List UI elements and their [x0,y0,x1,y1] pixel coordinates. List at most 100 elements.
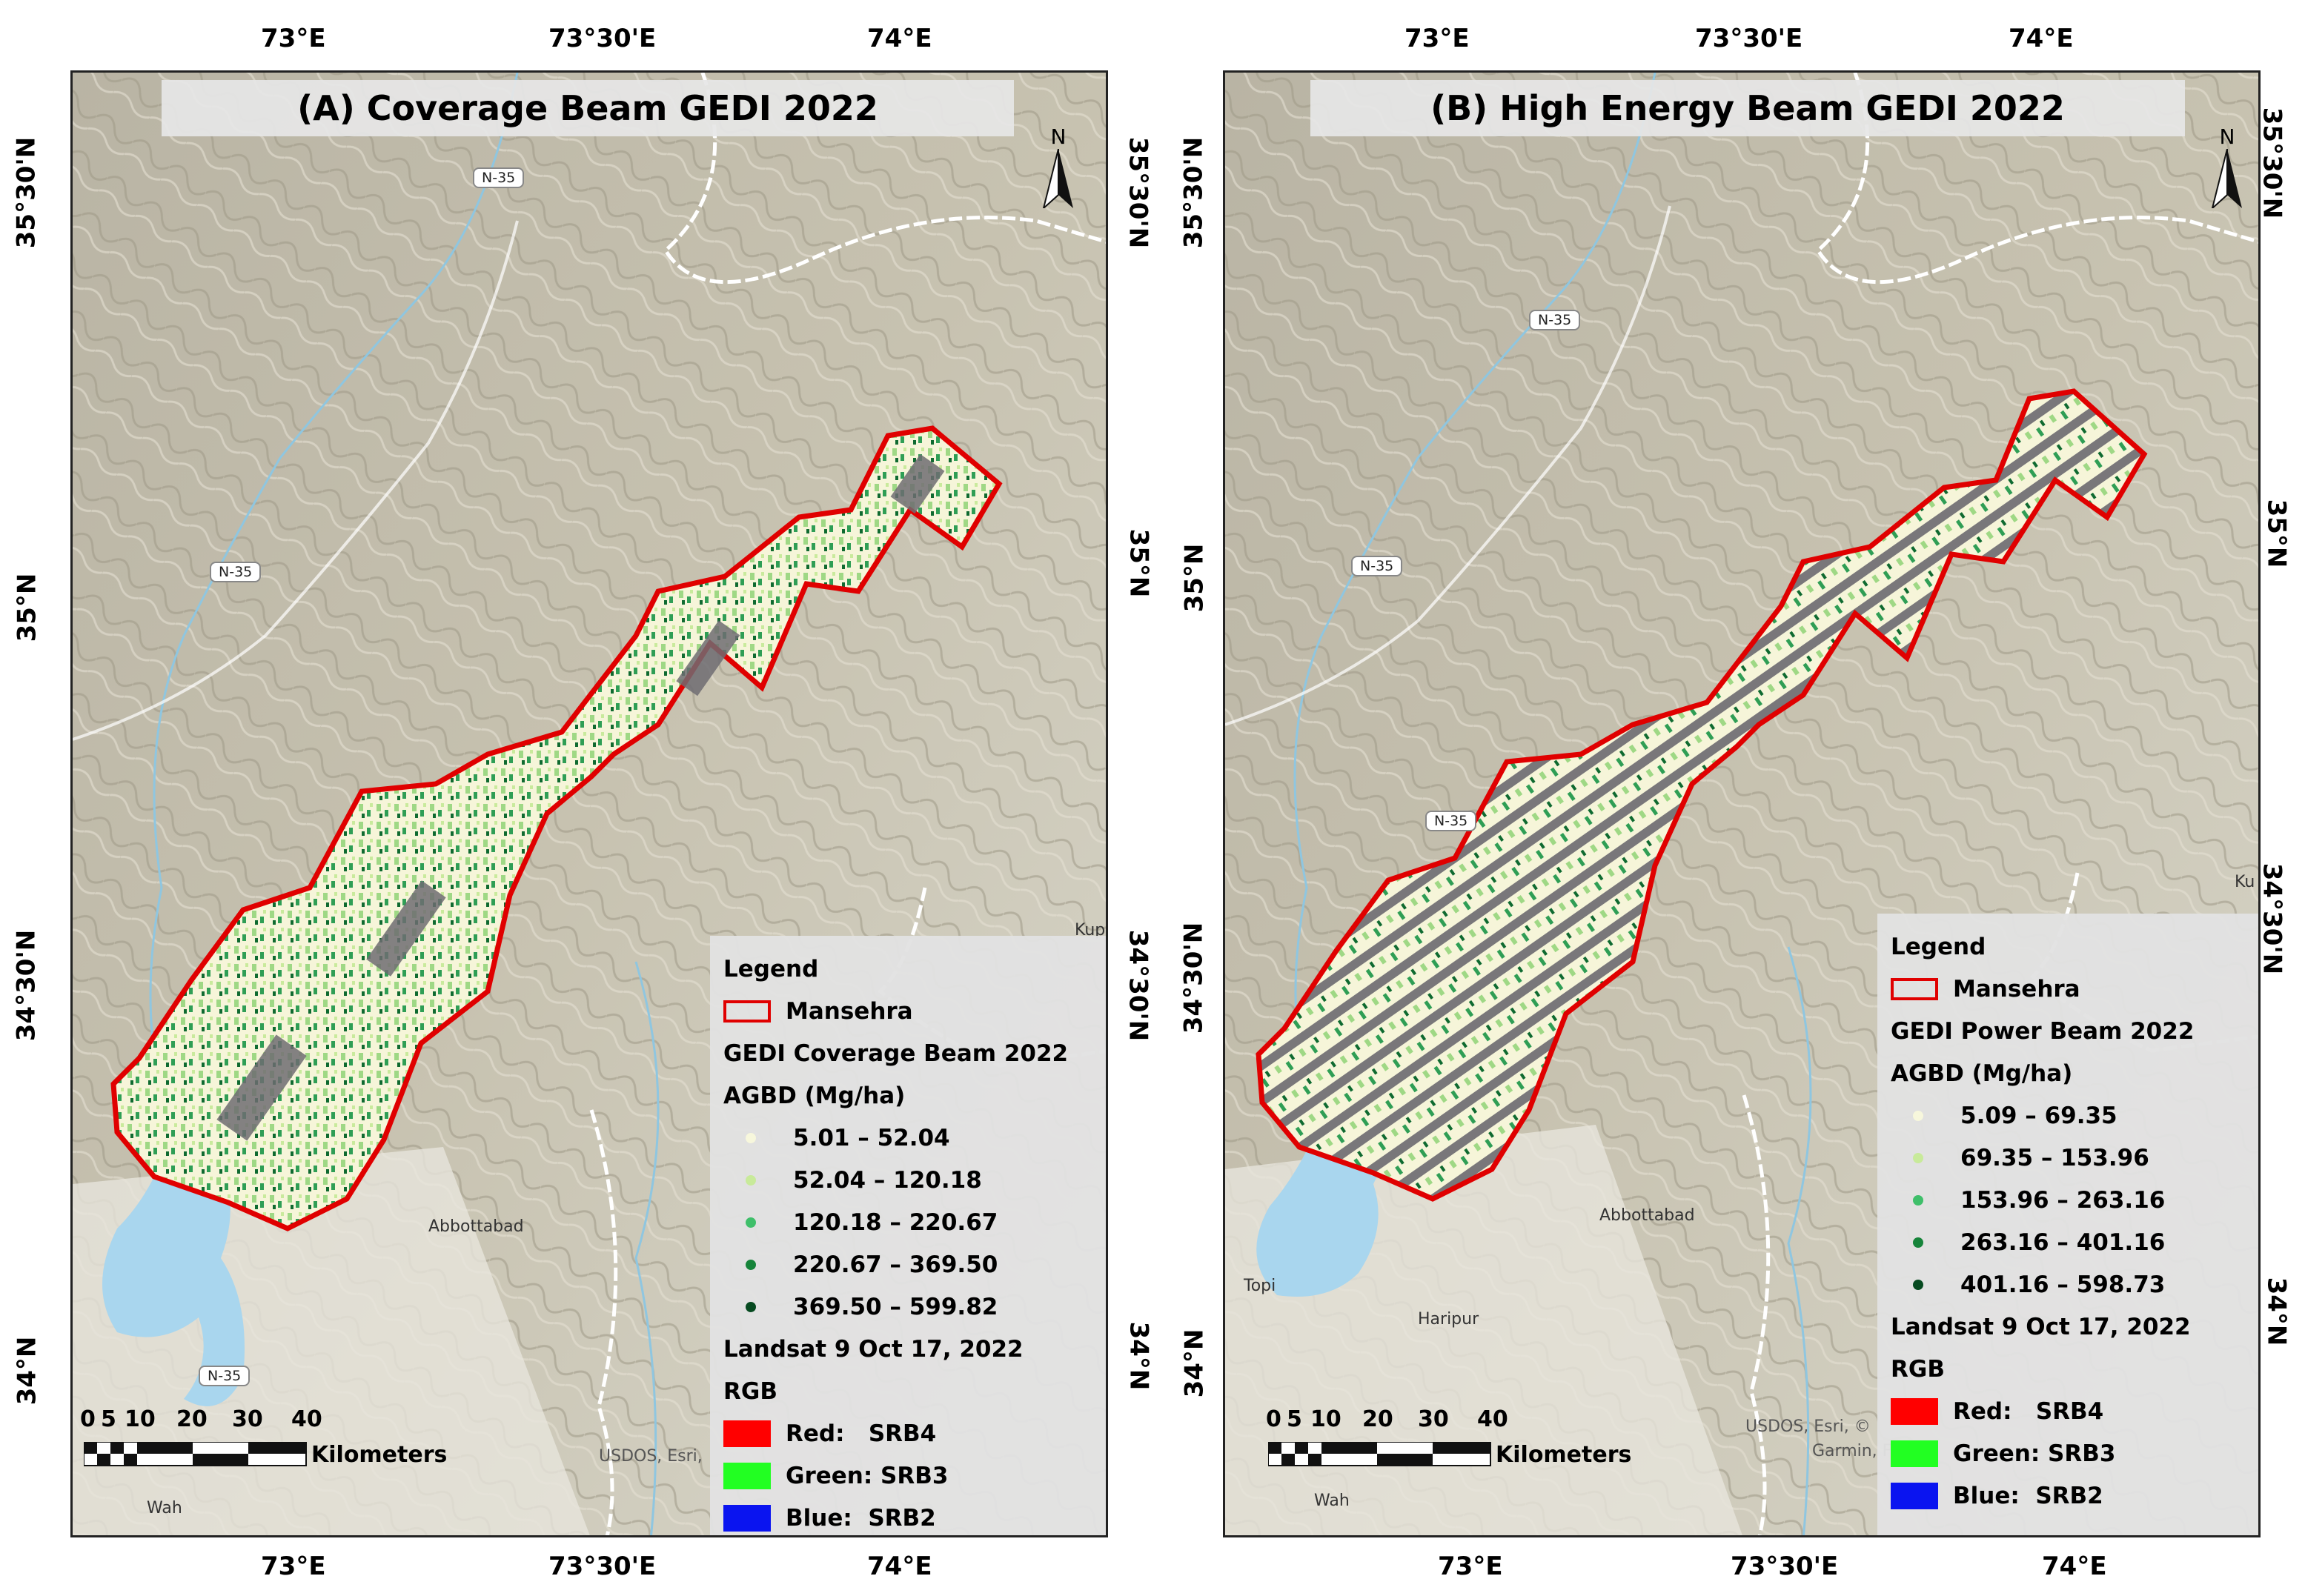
legend-heading: Legend [1891,933,1986,960]
legend-rgb-title: RGB [1891,1355,1945,1383]
legend-class-row: 52.04 – 120.18 [723,1159,1097,1201]
road-shield-n35: N-35 [473,167,525,188]
road-shield-n35: N-35 [1425,811,1477,831]
panel-a: 73°E 73°30'E 74°E 73°E 73°30'E 74°E 35°3… [0,0,1154,1596]
class-dot [746,1259,756,1270]
scale-tick: 0 [1266,1406,1281,1432]
legend-band-blue: Blue: SRB2 [723,1497,1097,1535]
green-swatch [1891,1440,1938,1467]
place-wah: Wah [147,1499,182,1517]
north-arrow-b: N [2205,124,2249,213]
panel-b: 73°E 73°30'E 74°E 73°E 73°30'E 74°E 35°3… [1152,0,2305,1596]
place-ku: Ku [2235,873,2255,891]
right-tick-35n: 35°N [2261,499,2292,568]
right-tick-34n: 34°N [2261,1277,2292,1346]
class-dot [746,1301,756,1312]
panel-title-b: (B) High Energy Beam GEDI 2022 [1310,80,2185,136]
north-arrow-icon [2211,148,2242,210]
scale-unit-a: Kilometers [311,1442,448,1468]
bottom-tick-73-30e: 73°30'E [1731,1552,1839,1581]
terrain-basemap-a [73,73,1106,1535]
top-tick-74e: 74°E [2009,24,2074,53]
map-attribution: USDOS, Esri, [599,1447,703,1466]
legend-band-red: Red: SRB4 [723,1412,1097,1454]
class-dot [1913,1194,1923,1206]
scale-tick: 40 [291,1406,322,1432]
legend-class-row: 220.67 – 369.50 [723,1243,1097,1286]
bottom-tick-73-30e: 73°30'E [548,1552,657,1581]
left-tick-35n: 35°N [12,573,42,642]
bottom-tick-74e: 74°E [2042,1552,2107,1581]
left-tick-35-30n: 35°30'N [1178,136,1209,249]
legend-heading: Legend [723,955,819,982]
scale-tick: 30 [1418,1406,1449,1432]
top-tick-73-30e: 73°30'E [548,24,657,53]
left-tick-34n: 34°N [1179,1329,1210,1398]
green-swatch [723,1462,771,1489]
legend-rgb-title: RGB [723,1377,777,1405]
legend-class-row: 5.01 – 52.04 [723,1117,1097,1159]
scale-tick: 5 [1287,1406,1302,1432]
north-arrow-icon [1042,148,1073,210]
left-tick-34-30n: 34°30'N [1178,922,1209,1034]
scale-tick: 40 [1477,1406,1508,1432]
road-shield-n35: N-35 [199,1366,251,1386]
legend-a: Legend Mansehra GEDI Coverage Beam 2022 … [710,936,1106,1535]
right-tick-34-30n: 34°30'N [1123,929,1153,1042]
right-tick-34-30n: 34°30'N [2257,862,2287,975]
scale-tick: 5 [101,1406,116,1432]
scale-tick: 30 [232,1406,263,1432]
top-tick-73e: 73°E [261,24,326,53]
legend-class-row: 263.16 – 401.16 [1891,1221,2249,1263]
right-tick-35-30n: 35°30'N [2257,107,2287,219]
mansehra-boundary-a [110,425,1003,1231]
bottom-tick-74e: 74°E [867,1552,932,1581]
blue-swatch [1891,1482,1938,1509]
legend-layer-title: GEDI Coverage Beam 2022 [723,1040,1069,1067]
top-tick-74e: 74°E [867,24,932,53]
place-abbottabad: Abbottabad [1599,1206,1695,1225]
boundary-swatch [1891,977,1938,1000]
legend-class-row: 401.16 – 598.73 [1891,1263,2249,1306]
legend-landsat-title: Landsat 9 Oct 17, 2022 [723,1335,1024,1363]
legend-boundary-row: Mansehra [1891,968,2249,1010]
road-shield-n35: N-35 [1351,556,1403,576]
left-tick-34-30n: 34°30'N [11,929,42,1042]
scale-tick: 10 [1310,1406,1341,1432]
class-dot [1913,1237,1923,1248]
top-tick-73e: 73°E [1404,24,1470,53]
legend-class-row: 69.35 – 153.96 [1891,1137,2249,1179]
map-frame-b[interactable]: (B) High Energy Beam GEDI 2022 N N-35 N-… [1223,70,2261,1537]
top-tick-73-30e: 73°30'E [1695,24,1803,53]
scale-unit-b: Kilometers [1496,1442,1632,1468]
legend-agbd-title: AGBD (Mg/ha) [1891,1060,2073,1087]
boundary-swatch [723,1000,771,1023]
scale-tick: 20 [176,1406,208,1432]
right-tick-35n: 35°N [1124,528,1154,598]
legend-band-blue: Blue: SRB2 [1891,1474,2249,1517]
right-tick-35-30n: 35°30'N [1123,136,1153,249]
scale-tick: 0 [80,1406,96,1432]
north-label-b: N [2219,124,2235,149]
road-shield-n35: N-35 [210,562,262,582]
blue-swatch [723,1504,771,1532]
legend-band-green: Green: SRB3 [723,1454,1097,1497]
north-arrow-a: N [1036,124,1081,213]
left-tick-34n: 34°N [12,1336,42,1406]
bottom-tick-73e: 73°E [1438,1552,1503,1581]
north-label-a: N [1050,124,1067,149]
map-attribution: USDOS, Esri, © [1745,1417,1871,1436]
legend-b: Legend Mansehra GEDI Power Beam 2022 AGB… [1877,914,2258,1535]
place-abbottabad: Abbottabad [428,1217,524,1236]
mansehra-boundary-b [1256,388,2148,1202]
right-tick-34n: 34°N [1124,1321,1154,1391]
legend-layer-title: GEDI Power Beam 2022 [1891,1017,2195,1045]
class-dot [746,1132,756,1143]
scale-tick: 20 [1362,1406,1393,1432]
legend-landsat-title: Landsat 9 Oct 17, 2022 [1891,1313,2191,1340]
legend-band-red: Red: SRB4 [1891,1390,2249,1432]
legend-class-row: 120.18 – 220.67 [723,1201,1097,1243]
red-swatch [723,1420,771,1447]
legend-class-row: 5.09 – 69.35 [1891,1094,2249,1137]
map-frame-a[interactable]: (A) Coverage Beam GEDI 2022 N N-35 N-35 … [70,70,1108,1537]
